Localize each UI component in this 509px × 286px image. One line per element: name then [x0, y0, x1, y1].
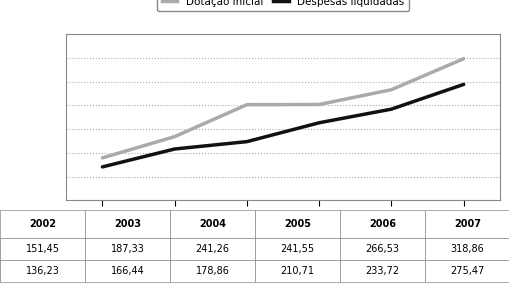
Legend: Dotação inicial, Despesas liquidadas: Dotação inicial, Despesas liquidadas	[157, 0, 408, 11]
